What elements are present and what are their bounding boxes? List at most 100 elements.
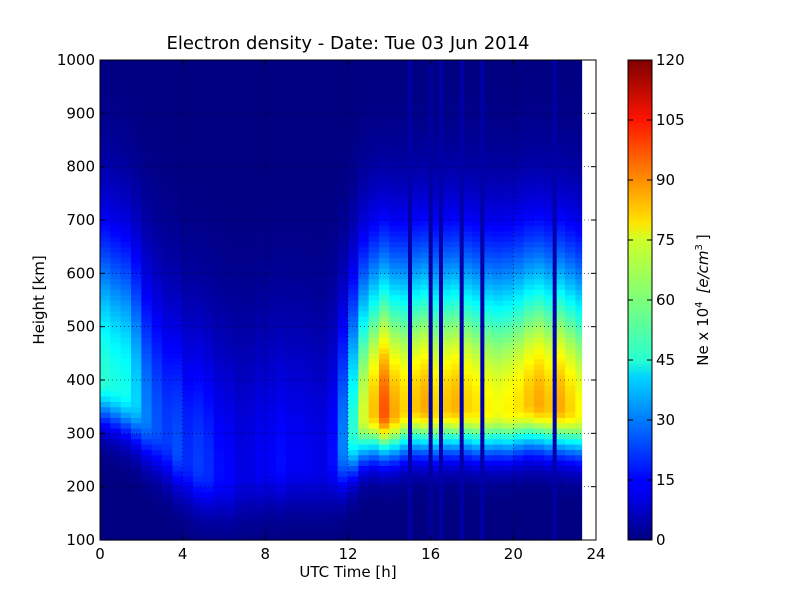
heatmap-cell <box>410 369 421 376</box>
heatmap-cell <box>492 417 504 424</box>
heatmap-cell <box>472 497 483 504</box>
heatmap-cell <box>534 134 545 141</box>
heatmap-cell <box>565 76 576 82</box>
heatmap-cell <box>379 65 390 72</box>
heatmap-cell <box>120 321 132 328</box>
heatmap-cell <box>151 374 163 381</box>
heatmap-cell <box>265 257 277 264</box>
heatmap-cell <box>203 486 215 493</box>
heatmap-cell <box>337 444 349 450</box>
heatmap-cell <box>544 534 556 541</box>
heatmap-cell <box>503 284 514 290</box>
heatmap-cell <box>379 428 390 434</box>
heatmap-cell <box>379 337 390 344</box>
heatmap-cell <box>492 481 504 488</box>
heatmap-cell <box>523 300 535 306</box>
heatmap-cell <box>348 369 359 376</box>
heatmap-cell <box>410 113 421 120</box>
heatmap-cell <box>368 289 380 296</box>
heatmap-cell <box>172 369 184 376</box>
heatmap-cell <box>172 134 184 141</box>
heatmap-cell <box>451 470 463 477</box>
heatmap-cell <box>513 225 525 232</box>
heatmap-cell <box>420 524 432 530</box>
heatmap-cell <box>358 140 370 146</box>
heatmap-cell <box>337 454 349 461</box>
heatmap-cell <box>368 348 380 354</box>
heatmap-cell <box>503 246 514 253</box>
heatmap-cell <box>286 438 297 445</box>
heatmap-cell <box>534 433 545 440</box>
heatmap-cell <box>482 76 494 82</box>
heatmap-cell <box>234 252 246 258</box>
heatmap-cell <box>337 310 349 317</box>
heatmap-cell <box>441 497 452 504</box>
heatmap-cell <box>172 529 184 536</box>
heatmap-cell <box>224 182 235 189</box>
heatmap-cell <box>265 342 277 349</box>
heatmap-cell <box>337 166 349 173</box>
heatmap-cell <box>337 289 349 296</box>
heatmap-cell <box>575 497 583 504</box>
heatmap-cell <box>193 380 204 386</box>
heatmap-cell <box>182 412 194 418</box>
heatmap-cell <box>213 214 225 221</box>
heatmap-cell <box>389 140 401 146</box>
heatmap-cell <box>213 145 225 152</box>
heatmap-cell <box>306 81 318 88</box>
heatmap-cell <box>472 177 483 184</box>
heatmap-cell <box>461 502 473 509</box>
heatmap-cell <box>399 177 411 184</box>
heatmap-cell <box>410 97 421 104</box>
heatmap-cell <box>554 113 566 120</box>
heatmap-cell <box>430 140 442 146</box>
heatmap-cell <box>296 134 308 141</box>
heatmap-cell <box>131 449 142 456</box>
heatmap-cell <box>286 113 297 120</box>
heatmap-cell <box>441 321 452 328</box>
heatmap-cell <box>182 108 194 114</box>
heatmap-cell <box>255 108 266 114</box>
heatmap-cell <box>193 396 204 402</box>
heatmap-cell <box>379 401 390 408</box>
heatmap-cell <box>379 364 390 370</box>
heatmap-cell <box>358 225 370 232</box>
heatmap-cell <box>327 246 339 253</box>
heatmap-cell <box>275 182 287 189</box>
heatmap-cell <box>203 172 215 178</box>
heatmap-cell <box>399 246 411 253</box>
heatmap-cell <box>151 454 163 461</box>
heatmap-cell <box>565 246 576 253</box>
heatmap-cell <box>358 412 370 418</box>
heatmap-cell <box>265 241 277 248</box>
heatmap-cell <box>162 406 173 413</box>
heatmap-cell <box>162 316 173 322</box>
heatmap-cell <box>100 396 111 402</box>
heatmap-cell <box>224 337 235 344</box>
heatmap-cell <box>565 417 576 424</box>
heatmap-cell <box>472 241 483 248</box>
heatmap-cell <box>420 374 432 381</box>
heatmap-cell <box>358 524 370 530</box>
heatmap-cell <box>368 396 380 402</box>
heatmap-cell <box>203 321 215 328</box>
heatmap-cell <box>358 342 370 349</box>
heatmap-cell <box>492 406 504 413</box>
heatmap-cell <box>441 422 452 429</box>
heatmap-cell <box>213 305 225 312</box>
heatmap-cell <box>358 396 370 402</box>
heatmap-cell <box>513 209 525 216</box>
heatmap-cell <box>441 364 452 370</box>
heatmap-cell <box>224 145 235 152</box>
heatmap-cell <box>523 438 535 445</box>
heatmap-cell <box>544 385 556 392</box>
heatmap-cell <box>110 268 122 274</box>
heatmap-cell <box>482 65 494 72</box>
heatmap-cell <box>151 326 163 333</box>
heatmap-cell <box>534 348 545 354</box>
heatmap-cell <box>430 374 442 381</box>
heatmap-cell <box>203 198 215 205</box>
heatmap-cell <box>317 305 328 312</box>
heatmap-cell <box>203 262 215 269</box>
heatmap-cell <box>193 486 204 493</box>
